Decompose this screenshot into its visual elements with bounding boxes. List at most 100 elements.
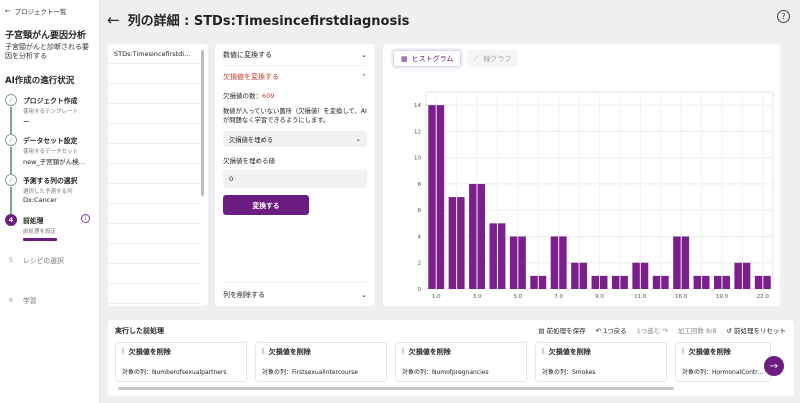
processing-cards: ⫶ 欠損値を削除 対象の列：Numberofsexualpartners ⫶ 欠損値… [115,342,771,382]
x-tick-label: 11.0 [634,294,647,300]
column-item[interactable] [108,244,200,264]
column-item[interactable] [108,204,200,224]
x-tick-label: 3.0 [473,294,482,300]
accordion-delete-column[interactable]: 列を削除する ⌄ [223,282,367,306]
step-name: レシピの選択 [23,256,64,265]
page-header: ← 列の詳細 : STDs:Timesincefirstdiagnosis [107,10,409,30]
arrow-left-icon[interactable]: ← [107,10,120,29]
missing-method-select[interactable]: 欠損値を埋める ⌄ [223,131,367,148]
save-icon: ▤ [538,327,545,335]
y-tick-label: 4 [418,234,422,240]
y-tick-label: 6 [418,208,422,214]
arrow-right-icon: → [769,360,779,372]
step-number: 4 [5,213,17,226]
project-title: 子宮頸がん要因分析 [5,31,87,41]
filter-icon: ⫶ [542,347,544,356]
column-item[interactable]: STDs:Timesincefirstdi... [108,44,200,64]
column-item[interactable] [108,104,200,124]
next-arrow-button[interactable]: → [764,356,784,376]
accordion-label: 欠損値を変換する [223,73,279,81]
step-name: 予測する列の選択 [23,176,78,185]
column-item[interactable] [108,164,200,184]
progress-title: AI作成の進行状況 [5,75,75,86]
column-item[interactable] [108,284,200,304]
column-list-scrollbar[interactable] [201,50,204,196]
x-tick-label: 19.0 [716,294,729,300]
step-training: 6 学習 [5,293,94,334]
step-dataset[interactable]: ✓ データセット設定 使用するデータセット new_子宮頸がん検... [5,133,94,174]
reset-preprocess-button[interactable]: ↺ 前処理をリセット [726,327,786,335]
check-icon: ✓ [5,93,17,106]
step-number: 5 [5,253,17,266]
missing-count: 欠損値の数：609 [223,92,275,100]
y-tick-label: 14 [414,103,421,109]
column-item[interactable] [108,124,200,144]
x-tick-label: 1.0 [432,294,441,300]
chart-panel: 0 2 4 6 8 10 12 14 1.0 3.0 5.0 7.0 9.0 11.0 16.0 19.0 22… [383,44,780,306]
filter-icon: ⫶ [682,347,684,356]
processing-card[interactable]: ⫶ 欠損値を削除 対象の列：Numberofsexualpartners [115,342,247,382]
tab-line-chart[interactable]: ⟋ 線グラフ [467,50,519,67]
back-to-projects-link[interactable]: ← プロジェクト一覧 [5,6,94,16]
step-name: 前処理 [23,216,44,225]
accordion-label: 列を削除する [223,290,265,299]
fill-value-input[interactable]: 0 [223,170,367,189]
chevron-up-icon: ⌃ [361,73,367,81]
check-icon: ✓ [5,173,17,186]
x-tick-label: 7.0 [554,294,563,300]
accordion-missing[interactable]: 欠損値を変換する ⌃ [223,66,367,88]
undo-icon: ↶ [595,327,602,335]
card-target: 対象の列：HormonalContra...pl [682,369,764,376]
bar-chart-icon: ▦ [401,54,408,63]
processing-actions: ▤ 前処理を保存 ↶ 1つ戻る 1つ進む ↷ 加工回数 8/8 ↺ 前処理をリセ… [538,325,786,335]
step-sub: 使用するテンプレート [23,108,78,115]
column-item[interactable] [108,144,200,164]
step-target-column[interactable]: ✓ 予測する列の選択 選択した予測する列 Dx:Cancer [5,173,94,214]
redo-button[interactable]: 1つ進む ↷ [636,327,668,335]
column-item[interactable] [108,84,200,104]
tab-histogram[interactable]: ▦ ヒストグラム [393,50,462,67]
histogram-chart: 0 2 4 6 8 10 12 14 1.0 3.0 5.0 7.0 9.0 11.0 16.0 19.0 22… [414,91,774,300]
accordion-numeric[interactable]: 数値に変換する ⌄ [223,44,367,66]
line-chart-icon: ⟋ [474,54,480,62]
processing-card[interactable]: ⫶ 欠損値を削除 対象の列：HormonalContra...pl [675,342,771,382]
step-sub: 使用するデータセット [23,148,79,155]
step-name: 学習 [23,296,37,305]
check-icon: ✓ [5,133,17,146]
help-icon[interactable]: ? [777,10,790,23]
info-icon[interactable]: i [81,213,90,223]
cards-scrollbar[interactable] [118,387,674,390]
convert-button[interactable]: 変換する [223,195,309,216]
undo-button[interactable]: ↶ 1つ戻る [595,327,627,335]
progress-steps: ✓ プロジェクト作成 使用するテンプレート ー ✓ データセット設定 使用するデ… [5,93,94,334]
x-tick-label: 16.0 [675,294,688,300]
column-item[interactable] [108,224,200,244]
card-target: 対象の列：Smokes [542,369,596,376]
processing-title: 実行した前処理 [115,327,164,335]
card-target: 対象の列：Firstsexualintercourse [262,369,358,376]
save-preprocess-button[interactable]: ▤ 前処理を保存 [538,327,586,335]
chevron-down-icon: ⌄ [361,290,367,299]
redo-icon: ↷ [662,327,668,335]
fill-value-label: 欠損値を埋める値 [223,157,275,166]
column-item[interactable] [108,184,200,204]
chevron-down-icon: ⌄ [361,50,367,59]
processing-card[interactable]: ⫶ 欠損値を削除 対象の列：Smokes [535,342,667,382]
step-preprocess[interactable]: 4 前処理 前処理を設定 i [5,213,94,254]
step-sub: 前処理を設定 [23,228,57,235]
step-progress-bar [23,237,57,241]
y-tick-label: 12 [414,129,421,135]
card-target: 対象の列：Numofpregnancies [402,369,489,376]
filter-icon: ⫶ [402,347,404,356]
column-item[interactable] [108,64,200,84]
step-sub: 選択した予測する列 [23,188,73,195]
processing-card[interactable]: ⫶ 欠損値を削除 対象の列：Numofpregnancies [395,342,527,382]
filter-icon: ⫶ [262,347,264,356]
step-project-create[interactable]: ✓ プロジェクト作成 使用するテンプレート ー [5,93,94,134]
chart-tabs: ▦ ヒストグラム ⟋ 線グラフ [393,50,519,67]
operations-panel: 数値に変換する ⌄ 欠損値を変換する ⌃ 欠損値の数：609 数値が入っていない… [215,44,375,306]
x-tick-label: 5.0 [513,294,522,300]
processing-card[interactable]: ⫶ 欠損値を削除 対象の列：Firstsexualintercourse [255,342,387,382]
column-item[interactable] [108,264,200,284]
filter-icon: ⫶ [122,347,124,356]
